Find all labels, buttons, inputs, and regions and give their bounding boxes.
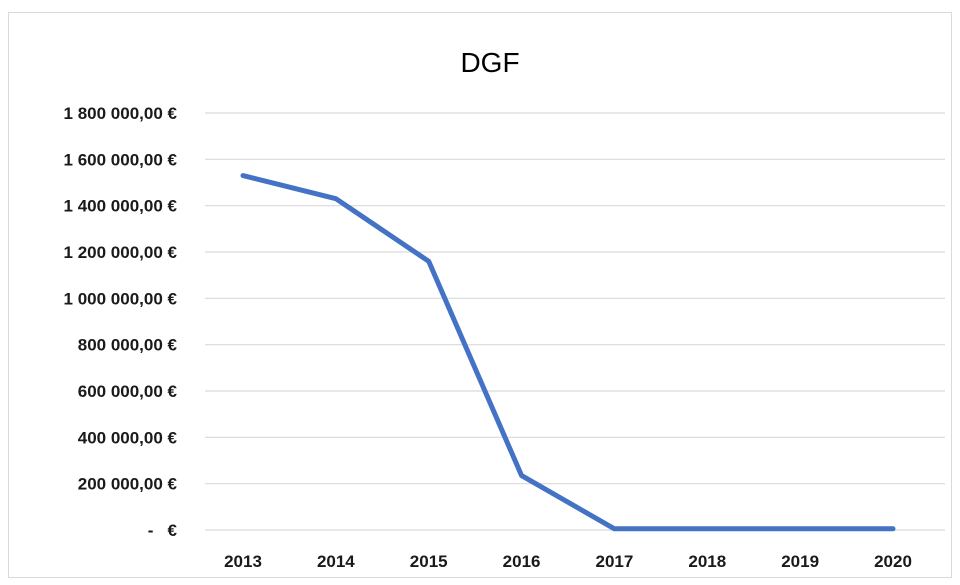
x-tick-label: 2018 <box>688 552 726 571</box>
y-tick-label: 800 000,00 € <box>78 336 178 355</box>
y-tick-label: 1 000 000,00 € <box>64 289 178 308</box>
x-tick-label: 2015 <box>410 552 448 571</box>
y-tick-label: 1 400 000,00 € <box>64 197 178 216</box>
x-tick-label: 2019 <box>781 552 819 571</box>
series-line <box>240 173 896 532</box>
chart-title: DGF <box>460 47 519 78</box>
chart-frame <box>8 12 952 578</box>
y-tick-label: - € <box>148 521 178 540</box>
x-tick-label: 2014 <box>317 552 355 571</box>
gridlines <box>205 112 945 531</box>
x-tick-label: 2016 <box>503 552 541 571</box>
y-axis-ticks: - € 200 000,00 € 400 000,00 € 600 000,00 € 8… <box>64 104 178 540</box>
x-tick-label: 2020 <box>874 552 912 571</box>
x-tick-label: 2013 <box>224 552 262 571</box>
y-tick-label: 200 000,00 € <box>78 475 178 494</box>
y-tick-label: 1 600 000,00 € <box>64 150 178 169</box>
x-axis-ticks: 2013 2014 2015 2016 2017 2018 2019 2020 <box>224 552 912 571</box>
y-tick-label: 400 000,00 € <box>78 428 178 447</box>
x-tick-label: 2017 <box>596 552 634 571</box>
y-tick-label: 1 200 000,00 € <box>64 243 178 262</box>
y-tick-label: 600 000,00 € <box>78 382 178 401</box>
series-layer <box>240 173 896 532</box>
y-tick-label: 1 800 000,00 € <box>64 104 178 123</box>
